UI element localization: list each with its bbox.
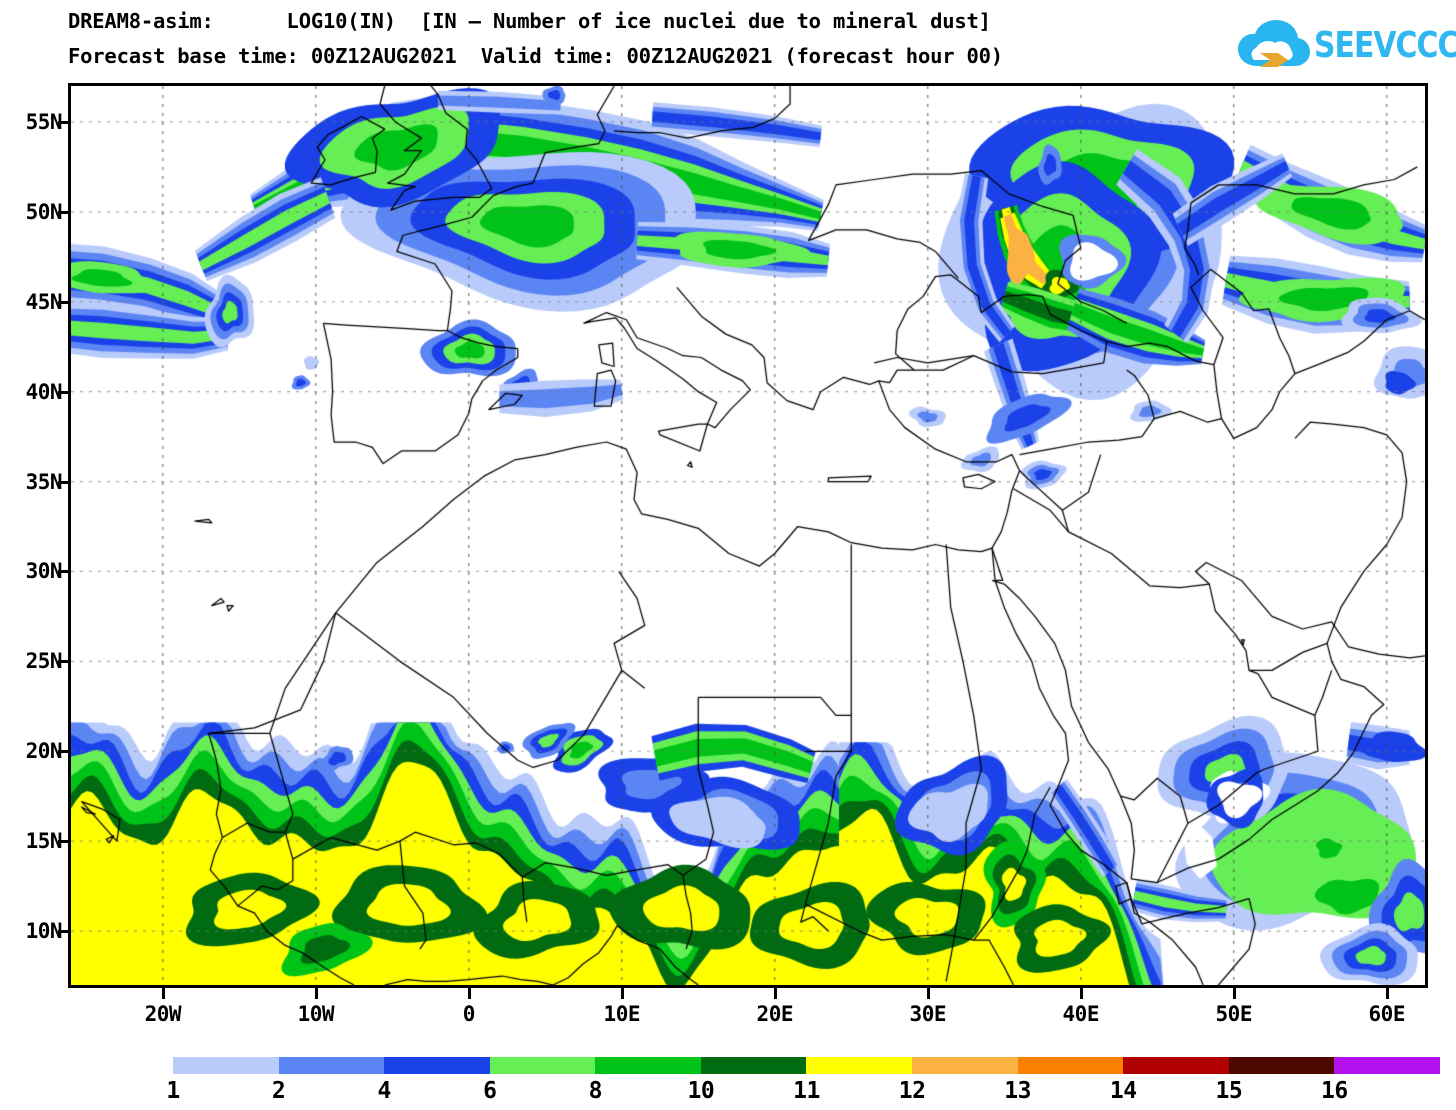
y-axis-tick (58, 930, 69, 934)
y-axis-tick (58, 480, 69, 484)
x-axis-label: 10W (297, 1002, 335, 1026)
y-axis-label: 15N (25, 829, 63, 854)
y-axis-tick (58, 210, 69, 214)
x-axis-tick (161, 988, 165, 999)
x-axis-label: 0 (462, 1002, 476, 1026)
cloud-arrow-icon (1238, 20, 1310, 67)
y-axis-label: 50N (25, 199, 63, 224)
y-axis-label: 45N (25, 289, 63, 314)
colorbar-band (384, 1057, 490, 1074)
colorbar-band (1228, 1057, 1335, 1074)
seevccc-logo: SEEVCCC (1238, 18, 1456, 76)
colorbar-tick-label: 16 (1321, 1078, 1348, 1104)
y-axis-tick (58, 840, 69, 844)
header-time-line: Forecast base time: 00Z12AUG2021 Valid t… (68, 44, 1003, 68)
header-title-line: DREAM8-asim: LOG10(IN) [IN – Number of i… (68, 9, 991, 33)
y-axis-label: 20N (25, 739, 63, 764)
logo-text: SEEVCCC (1314, 25, 1456, 66)
colorbar-band (1123, 1057, 1229, 1074)
map-plot-area (68, 83, 1428, 988)
y-axis-tick (58, 390, 69, 394)
x-axis-label: 10E (603, 1002, 641, 1026)
colorbar-band (278, 1057, 385, 1074)
y-axis-label: 30N (25, 559, 63, 584)
y-axis-label: 35N (25, 469, 63, 494)
y-axis-tick (58, 300, 69, 304)
colorbar-tick-label: 2 (271, 1078, 286, 1104)
x-axis-tick (620, 988, 624, 999)
colorbar-band (1017, 1057, 1124, 1074)
y-axis-label: 55N (25, 109, 63, 134)
y-axis-tick (58, 120, 69, 124)
colorbar-band (700, 1057, 807, 1074)
x-axis-tick (1385, 988, 1389, 999)
colorbar (173, 1057, 1440, 1074)
x-axis-tick (1079, 988, 1083, 999)
colorbar-band (806, 1057, 913, 1074)
y-axis-label: 10N (25, 919, 63, 944)
colorbar-tick-label: 13 (1004, 1078, 1031, 1104)
x-axis-label: 20E (756, 1002, 794, 1026)
colorbar-band (595, 1057, 701, 1074)
y-axis-tick (58, 750, 69, 754)
x-axis-tick (314, 988, 318, 999)
colorbar-band (489, 1057, 596, 1074)
y-axis-tick (58, 570, 69, 574)
colorbar-tick-label: 15 (1215, 1078, 1243, 1104)
x-axis-label: 30E (909, 1002, 947, 1026)
colorbar-band (1334, 1057, 1440, 1074)
colorbar-tick-label: 8 (588, 1078, 603, 1104)
x-axis-label: 50E (1215, 1002, 1253, 1026)
x-axis-tick (467, 988, 471, 999)
x-axis-label: 20W (144, 1002, 182, 1026)
colorbar-tick-label: 6 (483, 1078, 497, 1104)
y-axis-label: 40N (25, 379, 63, 404)
y-axis-tick (58, 660, 69, 664)
colorbar-tick-label: 12 (898, 1078, 926, 1104)
header: DREAM8-asim: LOG10(IN) [IN – Number of i… (0, 0, 1456, 82)
colorbar-tick-label: 11 (793, 1078, 820, 1104)
x-axis-tick (773, 988, 777, 999)
colorbar-band (912, 1057, 1018, 1074)
x-axis-tick (1232, 988, 1236, 999)
dust-ice-nuclei-contour-map (71, 86, 1425, 985)
x-axis-label: 60E (1368, 1002, 1406, 1026)
colorbar-tick-label: 4 (377, 1078, 391, 1104)
colorbar-tick-label: 10 (687, 1078, 715, 1104)
x-axis-label: 40E (1062, 1002, 1100, 1026)
colorbar-tick-label: 1 (166, 1078, 180, 1104)
colorbar-tick-label: 14 (1109, 1078, 1137, 1104)
y-axis-label: 25N (25, 649, 63, 674)
x-axis-tick (926, 988, 930, 999)
colorbar-band (173, 1057, 279, 1074)
